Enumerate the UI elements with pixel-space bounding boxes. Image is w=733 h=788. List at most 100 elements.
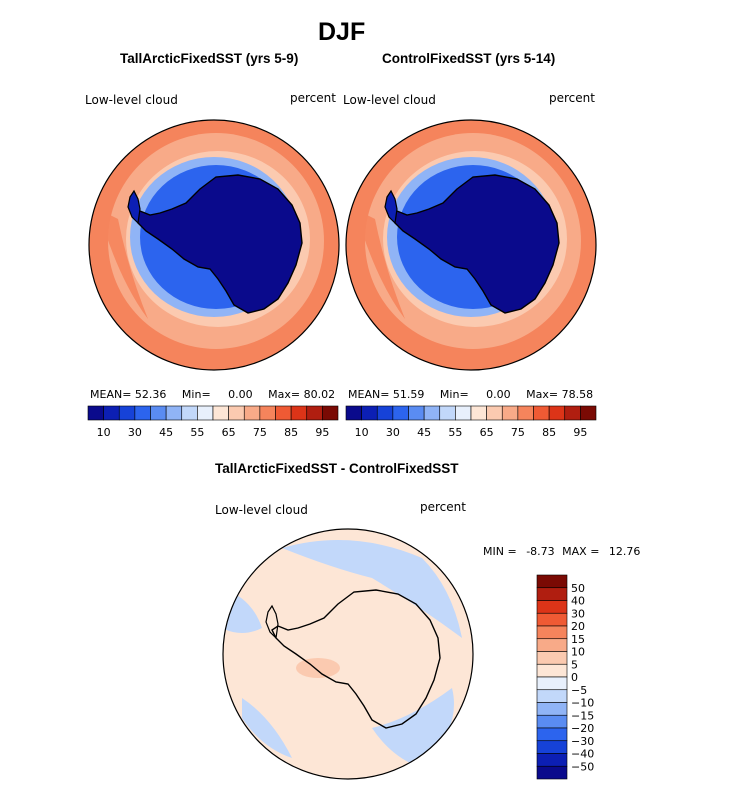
panel3-stats: MIN = -8.73 MAX = 12.76 — [483, 545, 640, 558]
panel3-colorbar-tick-label: 30 — [571, 607, 585, 620]
panel3-colorbar-box — [536, 612, 568, 627]
panel3-peninsula — [265, 604, 279, 640]
panel3-colorbar-tick-label: −20 — [571, 722, 594, 735]
panel3-variable: Low-level cloud — [215, 503, 308, 517]
panel3-max-value: 12.76 — [608, 545, 641, 558]
panel3-colorbar-box — [536, 663, 568, 678]
panel1-colorbar-tick-label: 10 — [97, 426, 111, 439]
panel2-colorbar-tick-label: 45 — [417, 426, 431, 439]
panel3-min-value: -8.73 — [526, 545, 555, 558]
panel2-colorbar: 10 30 45 55 65 75 85 95 — [345, 405, 597, 439]
panel2-max-value: 78.58 — [561, 388, 594, 401]
panel1-colorbar-box — [275, 405, 292, 421]
panel2-colorbar-box — [408, 405, 425, 421]
panel2-colorbar-box — [580, 405, 597, 421]
panel1-storm-track — [98, 209, 148, 319]
panel3-colorbar-box — [536, 740, 568, 754]
panel1-colorbar-box — [134, 405, 151, 421]
panel3-colorbar-box — [536, 714, 568, 729]
panel1-min-value: 0.00 — [228, 388, 253, 401]
panel3-colorbar-box — [536, 753, 568, 767]
panel1-min-label: Min= — [181, 388, 211, 401]
panel2-field — [346, 120, 596, 370]
panel1-colorbar-box — [259, 405, 276, 421]
panel3-negative-patch-south — [242, 698, 292, 758]
panel2-colorbar-tick-label: 65 — [480, 426, 494, 439]
panel3-colorbar-tick-label: 15 — [571, 633, 585, 646]
panel1-stats: MEAN= 52.36 Min= 0.00 Max= 80.02 — [90, 388, 335, 401]
panel1-colorbar-box — [165, 405, 183, 421]
panel2-title: ControlFixedSST (yrs 5-14) — [382, 51, 556, 66]
panel1-colorbar-tick-label: 65 — [222, 426, 236, 439]
panel1-colorbar-box — [322, 405, 339, 421]
panel1-colorbar-box — [243, 405, 261, 421]
panel1-colorbar-tick-label: 85 — [284, 426, 298, 439]
panel2-colorbar-box — [548, 405, 566, 421]
panel2-colorbar-box — [345, 405, 362, 421]
panel1-field — [89, 120, 339, 370]
panel1-colorbar-box — [87, 405, 104, 421]
panel1-colorbar-tick-label: 30 — [128, 426, 142, 439]
panel3-colorbar-box — [536, 587, 568, 601]
panel1-colorbar-box — [118, 405, 136, 421]
panel2-colorbar-box — [439, 405, 456, 421]
panel1-colorbar-box — [212, 405, 229, 421]
panel3-colorbar-tick-label: −50 — [571, 760, 594, 773]
panel1-variable: Low-level cloud — [85, 93, 178, 107]
panel3-colorbar-tick-label: 20 — [571, 620, 585, 633]
panel2-coastline — [390, 174, 560, 314]
panel3-colorbar-box — [536, 651, 568, 665]
panel3-colorbar-box — [536, 574, 568, 589]
panel1-colorbar-box — [228, 405, 245, 421]
panel2-min-label: Min= — [439, 388, 469, 401]
panel2-polar-map — [345, 119, 597, 371]
panel1-colorbar-box — [150, 405, 167, 421]
panel3-negative-patch-north — [282, 540, 462, 638]
panel2-colorbar-box — [361, 405, 378, 421]
panel3-colorbar-box — [536, 625, 568, 640]
panel2-colorbar-tick-label: 55 — [448, 426, 462, 439]
panel3-colorbar-tick-label: 50 — [571, 582, 585, 595]
panel3-colorbar-tick-label: −15 — [571, 709, 594, 722]
panel1-colorbar-box — [197, 405, 214, 421]
panel3-colorbar-tick-label: −10 — [571, 697, 594, 710]
panel1-colorbar-box — [290, 405, 308, 421]
panel3-colorbar-box — [536, 638, 568, 652]
panel1-max-label: Max= — [268, 388, 301, 401]
panel2-colorbar-box — [455, 405, 472, 421]
panel1-peninsula — [127, 189, 141, 225]
panel3-colorbar-tick-label: 10 — [571, 646, 585, 659]
panel3-colorbar-box — [536, 702, 568, 716]
panel3-min-label: MIN = — [483, 545, 517, 558]
panel2-min-value: 0.00 — [486, 388, 511, 401]
panel3-colorbar-tick-label: −40 — [571, 748, 594, 761]
panel3-field — [223, 529, 473, 779]
panel1-colorbar-box — [181, 405, 198, 421]
panel3-units: percent — [420, 500, 466, 514]
panel3-colorbar-tick-label: 40 — [571, 595, 585, 608]
panel3-colorbar-tick-label: 5 — [571, 658, 578, 671]
panel2-colorbar-tick-label: 30 — [386, 426, 400, 439]
panel1-coastline — [133, 174, 303, 314]
figure-title: DJF — [318, 18, 366, 46]
panel2-units: percent — [549, 91, 595, 105]
panel3-map-border — [222, 528, 474, 780]
panel2-colorbar-box — [423, 405, 441, 421]
panel2-max-label: Max= — [526, 388, 559, 401]
panel2-continent-fill — [391, 175, 559, 313]
panel3-polar-map — [222, 528, 474, 780]
panel3-colorbar-tick-label: −5 — [571, 684, 587, 697]
panel1-colorbar-box — [306, 405, 323, 421]
panel3-colorbar-box — [536, 676, 568, 691]
panel1-title: TallArcticFixedSST (yrs 5-9) — [120, 51, 299, 66]
panel2-colorbar-box — [470, 405, 487, 421]
panel2-colorbar-tick-label: 10 — [355, 426, 369, 439]
panel2-colorbar-box — [533, 405, 550, 421]
panel1-colorbar-tick-label: 75 — [253, 426, 267, 439]
panel3-positive-patch — [296, 658, 340, 678]
panel2-map-border — [345, 119, 597, 371]
panel1-colorbar: 10 30 45 55 65 75 85 95 — [87, 405, 339, 439]
panel3-colorbar-box — [536, 765, 568, 780]
panel2-colorbar-tick-label: 75 — [511, 426, 525, 439]
